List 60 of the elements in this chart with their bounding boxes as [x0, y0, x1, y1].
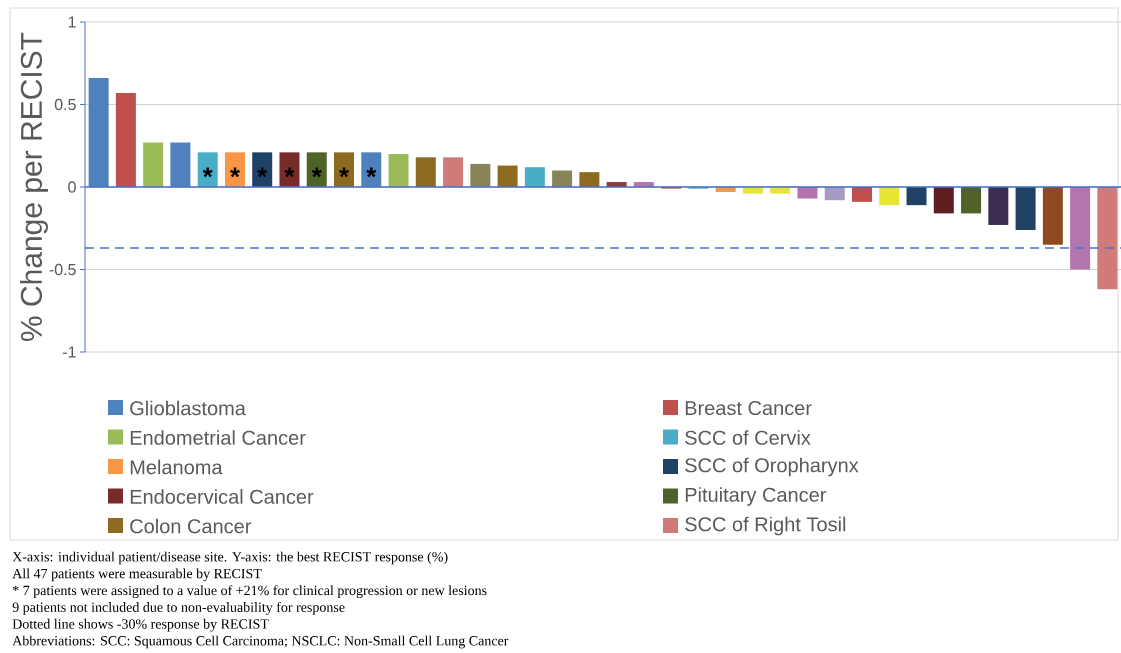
bar — [88, 78, 109, 187]
bar — [143, 142, 164, 187]
bar — [306, 152, 327, 187]
data-label: * — [257, 167, 268, 178]
data-label: * — [311, 167, 322, 178]
bar — [388, 154, 409, 187]
text: Dotted line shows -30% response by RECIST — [12, 618, 269, 632]
bar — [279, 152, 300, 187]
data-label: * — [202, 167, 213, 178]
y-tick-label: -0.5 — [49, 263, 76, 276]
bar — [524, 167, 545, 187]
legend-label: Colon Cancer — [130, 518, 252, 534]
legend-label: SCC of Oropharynx — [685, 457, 859, 477]
bar — [224, 152, 245, 187]
bar — [497, 165, 518, 187]
data-label: * — [366, 167, 377, 178]
y-tick-label: 0.5 — [54, 98, 76, 111]
bar — [415, 157, 436, 187]
bar — [361, 152, 382, 187]
text: All 47 patients were measurable by RECIST — [12, 568, 262, 582]
bar — [988, 187, 1009, 225]
y-axis-title: % Change per RECIST — [20, 32, 48, 342]
bar — [1070, 187, 1091, 270]
bar — [552, 170, 573, 187]
legend-label: Breast Cancer — [685, 400, 812, 416]
bar — [115, 92, 136, 187]
bar — [852, 187, 873, 202]
bar — [933, 187, 954, 214]
bar — [906, 187, 927, 206]
bar — [961, 187, 982, 214]
legend-label: SCC of Right Tosil — [685, 516, 846, 536]
bar — [334, 152, 354, 187]
data-label: * — [339, 167, 350, 178]
bar — [879, 187, 900, 206]
bar — [579, 172, 600, 187]
bar — [1042, 187, 1063, 245]
bar — [470, 163, 491, 187]
text: * 7 patients were assigned to a value of +21% for clinical progression or new lesions — [12, 585, 487, 599]
text: X-axis: individual patient/disease site. Y-axis: the best RECIST response (%) — [12, 551, 448, 565]
bar — [1097, 187, 1118, 290]
y-tick-label: 0 — [68, 181, 76, 193]
bar — [170, 142, 191, 187]
y-tick-label: 1 — [68, 16, 76, 28]
legend-label: SCC of Cervix — [685, 430, 811, 445]
bar — [1015, 187, 1036, 230]
bar — [797, 187, 818, 199]
legend-label: Glioblastoma — [130, 400, 246, 416]
bar — [197, 152, 218, 187]
legend-label: Pituitary Cancer — [685, 487, 827, 506]
data-label: * — [284, 167, 295, 178]
bar — [824, 187, 845, 201]
text: 9 patients not included due to non-evaluability for response — [12, 601, 345, 615]
bar — [443, 157, 464, 187]
y-tick-label: -1 — [62, 346, 76, 358]
legend-label: Melanoma — [130, 459, 223, 475]
legend-label: Endocervical Cancer — [130, 489, 314, 504]
legend-label: Endometrial Cancer — [130, 430, 306, 445]
text: Abbreviations: SCC: Squamous Cell Carcinoma; NSCLC: Non-Small Cell Lung Cancer — [12, 635, 509, 649]
bar — [252, 152, 273, 187]
data-label: * — [229, 167, 240, 178]
